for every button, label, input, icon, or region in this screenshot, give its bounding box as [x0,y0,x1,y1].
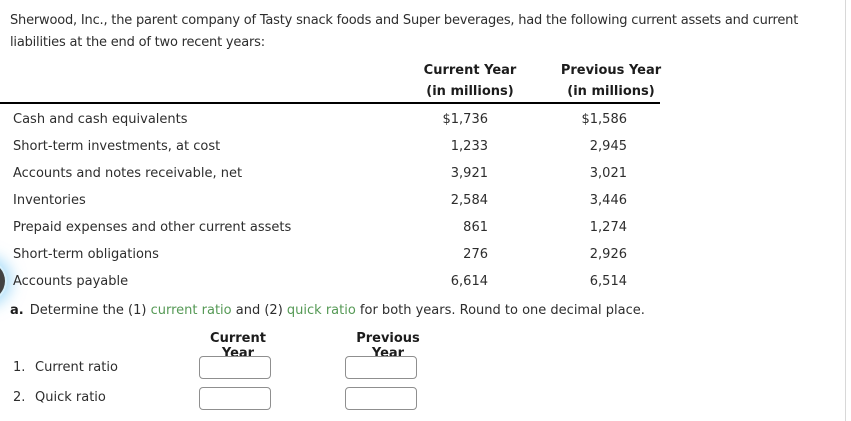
row-previous-value: 3,446 [589,193,627,208]
row-previous-value: 6,514 [589,274,627,289]
row-current-value: 3,921 [450,166,488,181]
question-letter: a. [10,303,24,318]
question-a: a. Determine the (1) current ratio and (2… [10,303,840,318]
row-previous-value: 2,926 [589,247,627,262]
table-row: Inventories 2,584 3,446 [0,187,660,214]
financial-table: Cash and cash equivalents $1,736 $1,586 … [0,106,660,295]
row-current-value: 861 [463,220,488,235]
current-ratio-current-year-input[interactable] [199,356,271,379]
question-text-1: Determine the (1) [29,303,151,318]
row-previous-value: 1,274 [589,220,627,235]
question-text-2: and (2) [231,303,287,318]
panel-right-border [845,0,846,421]
row-current-value: 1,233 [450,139,488,154]
current-ratio-term-link[interactable]: current ratio [150,303,232,318]
answer-row-number: 1. [13,360,26,375]
row-previous-value: 3,021 [589,166,627,181]
row-label: Short-term obligations [13,247,159,262]
row-previous-value: $1,586 [581,112,628,127]
table-header-previous-year-line1: Previous Year [560,63,662,78]
row-label: Prepaid expenses and other current asset… [13,220,292,235]
table-row: Accounts and notes receivable, net 3,921… [0,160,660,187]
table-row: Accounts payable 6,614 6,514 [0,268,660,295]
row-current-value: 2,584 [450,193,488,208]
table-header-current-year-line2: (in millions) [426,84,514,99]
row-label: Accounts and notes receivable, net [13,166,243,181]
answer-row-label: 1. Current ratio [13,360,118,375]
problem-intro: Sherwood, Inc., the parent company of Ta… [10,13,799,50]
row-previous-value: 2,945 [589,139,627,154]
question-text-3: for both years. Round to one decimal pla… [355,303,645,318]
row-current-value: 276 [463,247,488,262]
quick-ratio-term-link[interactable]: quick ratio [286,303,356,318]
table-row: Short-term investments, at cost 1,233 2,… [0,133,660,160]
current-ratio-previous-year-input[interactable] [345,356,417,379]
table-header-previous-year: Previous Year (in millions) [554,60,668,102]
side-progress-circle[interactable] [0,262,5,300]
table-header-current-year-line1: Current Year [423,63,517,78]
answer-row-text: Quick ratio [35,390,106,405]
quick-ratio-current-year-input[interactable] [199,387,271,410]
answer-row-label: 2. Quick ratio [13,390,106,405]
table-header-rule [0,102,660,104]
answer-row-text: Current ratio [35,360,118,375]
table-header-previous-year-line2: (in millions) [567,84,655,99]
row-current-value: $1,736 [442,112,489,127]
row-label: Short-term investments, at cost [13,139,221,154]
table-header-current-year: Current Year (in millions) [413,60,527,102]
table-row: Short-term obligations 276 2,926 [0,241,660,268]
table-row: Cash and cash equivalents $1,736 $1,586 [0,106,660,133]
row-label: Cash and cash equivalents [13,112,188,127]
row-current-value: 6,614 [450,274,488,289]
row-label: Inventories [13,193,86,208]
table-row: Prepaid expenses and other current asset… [0,214,660,241]
row-label: Accounts payable [13,274,129,289]
quick-ratio-previous-year-input[interactable] [345,387,417,410]
answer-row-number: 2. [13,390,26,405]
